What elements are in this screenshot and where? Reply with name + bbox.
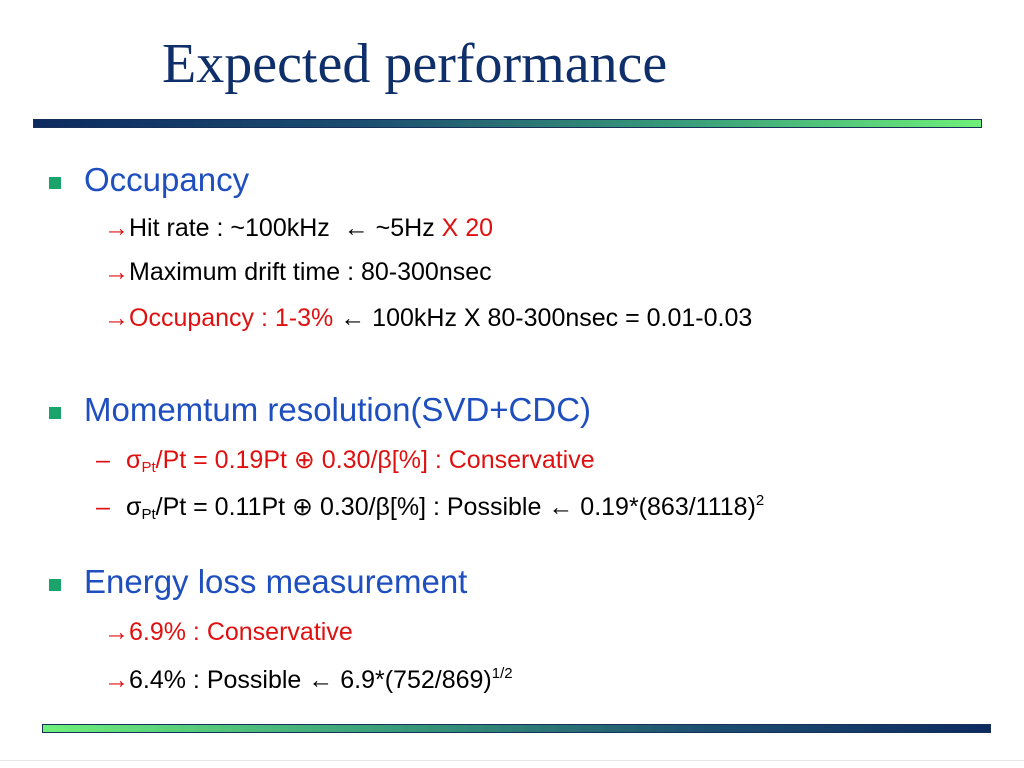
item-text: /Pt = 0.11Pt ⊕ 0.30/β[%] : Possible (155, 493, 542, 521)
sigma-symbol: σ (126, 446, 142, 474)
item-drift-time: →Maximum drift time : 80-300nsec (104, 260, 492, 285)
item-hit-rate: →Hit rate : ~100kHz ← ~5Hz X 20 (104, 216, 493, 241)
right-arrow-icon: → (104, 258, 129, 286)
subscript: Pt (141, 506, 156, 523)
dash-bullet: – (96, 493, 110, 521)
section-heading-momentum: Momemtum resolution(SVD+CDC) (84, 391, 592, 428)
section-heading-occupancy: Occupancy (84, 161, 250, 198)
item-highlight: X 20 (441, 214, 494, 242)
title-divider (33, 119, 982, 128)
bullet-square-icon (49, 407, 61, 419)
left-arrow-icon: ← (548, 493, 574, 521)
footer-divider (42, 724, 991, 733)
item-possible: →6.4% : Possible ← 6.9*(752/869)1/2 (104, 666, 513, 693)
left-arrow-icon: ← (340, 304, 366, 332)
item-highlight: Occupancy : 1-3% (129, 304, 334, 332)
item-text: Maximum drift time : 80-300nsec (129, 258, 492, 286)
superscript: 1/2 (491, 665, 513, 682)
left-arrow-icon: ← (343, 214, 369, 242)
bullet-square-icon (49, 579, 61, 591)
right-arrow-icon: → (104, 618, 129, 646)
item-occupancy: →Occupancy : 1-3% ← 100kHz X 80-300nsec … (104, 306, 752, 331)
item-sigma-possible: – σPt/Pt = 0.11Pt ⊕ 0.30/β[%] : Possible … (96, 493, 764, 522)
left-arrow-icon: ← (308, 666, 334, 694)
sigma-symbol: σ (126, 493, 142, 521)
right-arrow-icon: → (104, 304, 129, 332)
slide-title: Expected performance (162, 33, 668, 95)
right-arrow-icon: → (104, 214, 129, 242)
superscript: 2 (755, 492, 765, 509)
item-rest: 100kHz X 80-300nsec = 0.01-0.03 (372, 304, 753, 332)
item-text: 6.4% : Possible (129, 666, 302, 694)
item-text: /Pt = 0.19Pt ⊕ 0.30/β[%] : Conservative (155, 446, 595, 474)
item-highlight: 6.9% : Conservative (129, 618, 353, 646)
item-rest: ~5Hz (375, 214, 435, 242)
subscript: Pt (141, 459, 156, 476)
item-rest: 0.19*(863/1118) (580, 493, 756, 521)
dash-bullet: – (96, 446, 110, 474)
right-arrow-icon: → (104, 666, 129, 694)
section-heading-energy-loss: Energy loss measurement (84, 563, 468, 600)
item-rest: 6.9*(752/869) (340, 666, 492, 694)
item-conservative: →6.9% : Conservative (104, 620, 353, 645)
item-text: Hit rate : ~100kHz (129, 214, 330, 242)
item-sigma-conservative: – σPt/Pt = 0.19Pt ⊕ 0.30/β[%] : Conservat… (96, 446, 595, 476)
page-edge (0, 760, 1024, 761)
bullet-square-icon (49, 177, 61, 189)
